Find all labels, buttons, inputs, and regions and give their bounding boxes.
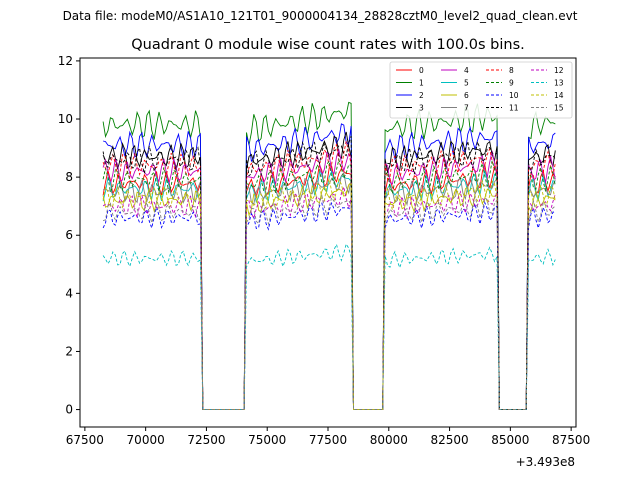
y-axis: 0 2 4 6 8 10 12 (58, 54, 80, 417)
legend-label-11: 11 (509, 104, 519, 113)
series-line-8 (102, 141, 556, 411)
y-tick-label: 8 (65, 170, 73, 184)
legend-label-6: 6 (464, 91, 469, 100)
legend-label-7: 7 (464, 104, 469, 113)
y-tick-label: 0 (65, 403, 73, 417)
series-line-9 (102, 157, 556, 411)
legend-label-1: 1 (419, 79, 424, 88)
legend-label-2: 2 (419, 91, 424, 100)
y-tick-label: 4 (65, 286, 73, 300)
legend-label-12: 12 (554, 66, 564, 75)
chart-title: Quadrant 0 module wise count rates with … (131, 37, 525, 53)
legend-label-13: 13 (554, 79, 564, 88)
x-tick-label: 85000 (491, 433, 529, 447)
legend-label-10: 10 (509, 91, 519, 100)
x-tick-label: 70000 (127, 433, 165, 447)
legend-label-9: 9 (509, 79, 514, 88)
x-tick-label: 82500 (430, 433, 468, 447)
x-offset-label: +3.493e8 (516, 455, 575, 469)
series-line-2 (102, 123, 556, 411)
legend-label-5: 5 (464, 79, 469, 88)
series-line-14 (102, 176, 556, 411)
plot-area (102, 101, 556, 411)
x-tick-label: 77500 (309, 433, 347, 447)
series-line-10 (102, 201, 556, 411)
series-line-6 (102, 181, 556, 411)
x-tick-label: 72500 (187, 433, 225, 447)
x-axis: 67500 70000 72500 75000 77500 80000 82500 85000… (66, 427, 590, 447)
x-tick-label: 87500 (552, 433, 590, 447)
x-tick-label: 80000 (370, 433, 408, 447)
legend-label-0: 0 (419, 66, 424, 75)
legend-label-8: 8 (509, 66, 514, 75)
series-line-15 (102, 194, 556, 411)
series-line-13 (102, 242, 556, 411)
y-tick-label: 12 (58, 54, 73, 68)
legend-frame (389, 61, 573, 119)
y-tick-label: 10 (58, 112, 73, 126)
suptitle: Data file: modeM0/AS1A10_121T01_90000041… (63, 9, 578, 23)
legend-label-14: 14 (554, 91, 564, 100)
series-line-1 (102, 101, 556, 411)
x-tick-label: 75000 (248, 433, 286, 447)
series-line-11 (102, 136, 556, 411)
y-tick-label: 2 (65, 344, 73, 358)
series-line-12 (102, 185, 556, 411)
x-tick-label: 67500 (66, 433, 104, 447)
series-line-7 (102, 171, 556, 411)
legend-label-15: 15 (554, 104, 564, 113)
legend-label-3: 3 (419, 104, 424, 113)
y-tick-label: 6 (65, 228, 73, 242)
legend-label-4: 4 (464, 66, 469, 75)
